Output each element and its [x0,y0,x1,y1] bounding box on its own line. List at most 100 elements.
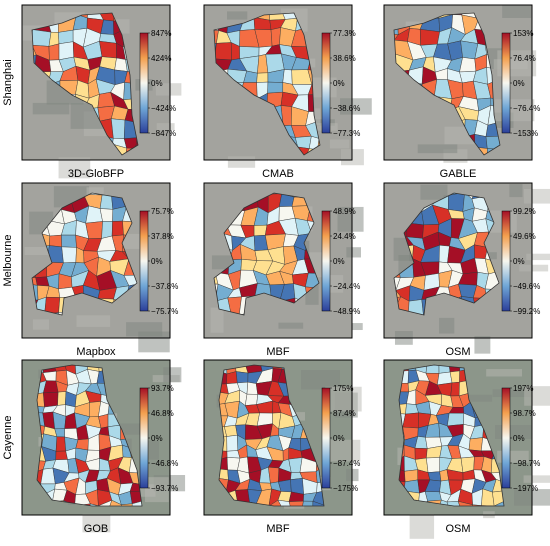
district [224,523,238,537]
colorbar-label: 75.7% [151,207,174,216]
district [85,221,103,239]
district [356,415,369,429]
district [297,336,305,352]
district [356,193,373,209]
panel-frame [383,182,533,339]
district [175,70,193,84]
colorbar-label: 0% [151,79,163,88]
district [535,446,550,458]
colorbar-label: 197% [513,384,533,393]
colorbar [321,32,331,134]
district [486,160,505,175]
satellite-texture [417,144,458,154]
district [55,450,68,461]
district [357,54,375,74]
colorbar [321,210,331,312]
colorbar-label: 76.4% [513,54,536,63]
satellite-texture [497,450,529,463]
district [539,323,550,341]
district [290,478,304,495]
district [268,466,280,484]
row-label: Melbourne [2,235,14,287]
district [214,42,232,61]
district [237,524,251,537]
satellite-texture [524,386,550,406]
district [402,412,419,429]
district [214,522,225,539]
district [99,40,117,59]
satellite-texture [519,264,549,272]
district [469,514,482,528]
district [537,513,550,528]
satellite-texture [156,123,175,131]
district [536,67,550,80]
panel-frame [383,359,533,516]
district [178,423,189,439]
colorbar-label: 0% [513,434,525,443]
district [253,224,268,237]
colorbar [139,210,149,312]
district [468,504,482,506]
district [393,522,409,538]
panel-label: CMAB [262,168,294,180]
district [174,17,188,34]
map-panel: 99.2% 49.6% 0% −49.6% −99.2% [383,182,550,354]
district [175,315,191,329]
district [358,358,371,372]
district [503,161,514,175]
satellite-texture [227,156,256,168]
satellite-texture [138,331,170,353]
district [174,511,187,526]
satellite-texture [145,477,169,503]
colorbar-label: −37.8% [151,282,178,291]
district [101,221,113,239]
district [175,231,188,249]
district [537,412,550,428]
panel-label: Mapbox [76,346,116,358]
colorbar-label: −76.4% [513,104,540,113]
map-panel: 75.7% 37.8% 0% −37.8% −75.7% [21,182,192,353]
district [414,447,428,460]
district [142,524,157,537]
district [58,41,74,61]
district [201,337,215,354]
district [109,526,122,538]
district [537,41,550,60]
district [180,260,192,272]
colorbar-label: 0% [333,257,345,266]
colorbar-label: −153% [513,129,538,138]
district [61,246,77,264]
satellite-texture [76,315,111,327]
district [129,523,145,536]
satellite-texture [474,336,491,354]
panel-frame [203,4,353,161]
district [537,435,546,447]
district [538,359,550,371]
district [111,118,126,139]
satellite-texture [58,157,91,179]
district [468,437,483,452]
district [32,338,47,350]
district [358,502,372,517]
district [360,84,374,98]
district [119,523,132,535]
panel-label: MBF [266,346,290,358]
colorbar [139,32,149,134]
panel-label: MBF [266,523,290,535]
panel-label: OSM [445,523,470,535]
panel-label: OSM [445,346,470,358]
satellite-texture [82,513,111,533]
district [526,516,538,527]
district [174,501,187,512]
district [135,134,138,149]
district [539,80,550,98]
satellite-texture [32,102,70,115]
district [355,369,371,384]
district [179,198,190,209]
colorbar-label: 153% [513,29,533,38]
district [178,29,190,44]
district [404,469,418,483]
colorbar-label: 49.6% [513,232,536,241]
district [131,500,142,506]
district [99,194,114,210]
